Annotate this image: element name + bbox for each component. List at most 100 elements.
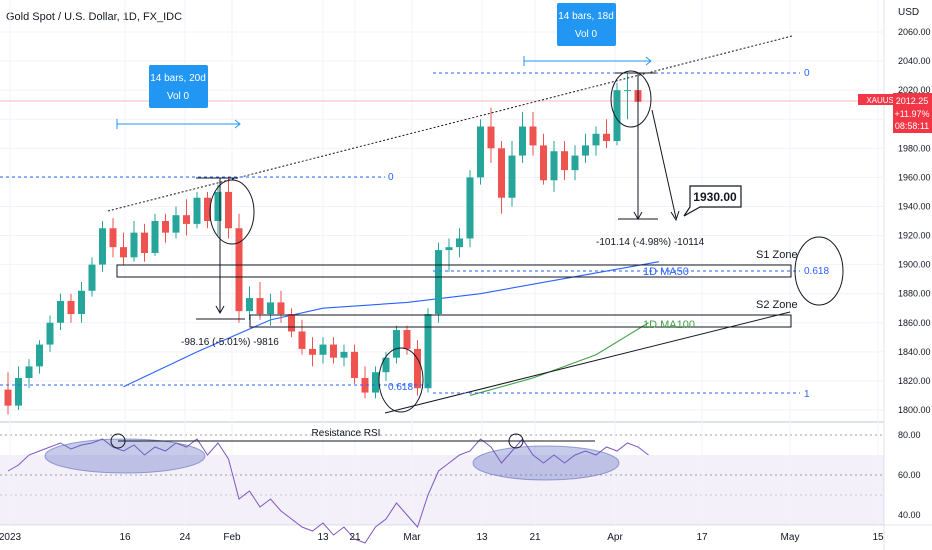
price-tick-label: 1880.00 [898, 289, 931, 299]
s2-zone-rect[interactable] [249, 314, 792, 328]
candles [4, 72, 642, 415]
candle[interactable] [141, 223, 148, 262]
candle-body [508, 155, 516, 198]
candle-body [36, 344, 43, 367]
candle[interactable] [613, 82, 621, 146]
target-circle[interactable] [794, 236, 844, 306]
candle[interactable] [193, 191, 201, 229]
candle[interactable] [477, 119, 484, 185]
candle[interactable] [540, 133, 547, 185]
candle[interactable] [571, 145, 579, 181]
candle[interactable] [435, 242, 442, 323]
bottom-circle[interactable] [378, 347, 424, 413]
rsi-tick-label: 40.00 [898, 510, 921, 520]
candle[interactable] [57, 293, 64, 331]
candle[interactable] [225, 177, 232, 239]
candle[interactable] [256, 282, 264, 320]
candle[interactable] [508, 141, 516, 207]
rsi-peak-circle-right[interactable] [508, 433, 524, 449]
candle[interactable] [550, 141, 558, 192]
candle[interactable] [445, 238, 453, 272]
candle[interactable] [120, 232, 127, 265]
projection-arrow-line[interactable] [651, 109, 677, 219]
candle[interactable] [319, 337, 327, 364]
candle[interactable] [498, 141, 505, 214]
peak-circle-left[interactable] [209, 179, 255, 245]
candle-body [309, 348, 316, 355]
candle[interactable] [330, 337, 337, 364]
candle[interactable] [340, 344, 348, 367]
ma100-line[interactable] [469, 322, 649, 396]
candle-body [456, 238, 463, 248]
rsi-highlight-left[interactable] [44, 438, 206, 474]
candle-body [225, 191, 232, 229]
candle[interactable] [151, 213, 159, 256]
rsi-tick-label: 60.00 [898, 470, 921, 480]
time-tick-label: 21 [349, 532, 361, 543]
candle[interactable] [88, 257, 96, 297]
candle[interactable] [267, 293, 274, 326]
price-axis[interactable]: 2060.002040.002020.002000.001980.001960.… [898, 27, 931, 415]
date-range-box-right[interactable] [557, 3, 616, 46]
candle[interactable] [519, 111, 526, 163]
candle[interactable] [4, 372, 12, 415]
price-pane[interactable] [0, 0, 884, 420]
rsi-tick-label: 80.00 [898, 430, 921, 440]
s1-zone-rect[interactable] [116, 264, 792, 278]
rsi-highlight-right[interactable] [472, 445, 620, 481]
candle[interactable] [214, 184, 222, 236]
candle[interactable] [309, 337, 316, 367]
candle[interactable] [172, 206, 180, 239]
candle[interactable] [582, 133, 589, 163]
candle[interactable] [36, 340, 43, 374]
candle[interactable] [15, 366, 22, 410]
candle[interactable] [466, 170, 474, 248]
candle[interactable] [372, 366, 379, 399]
rsi-peak-circle-left[interactable] [110, 433, 126, 449]
candle[interactable] [361, 366, 369, 399]
candle[interactable] [204, 191, 211, 229]
channel-lower-line[interactable] [384, 311, 791, 414]
price-tick-label: 1840.00 [898, 347, 931, 357]
candle[interactable] [99, 221, 106, 272]
candle[interactable] [624, 72, 631, 120]
candle[interactable] [351, 344, 358, 384]
candle[interactable] [235, 213, 243, 323]
candle[interactable] [403, 325, 411, 355]
candle[interactable] [130, 221, 138, 262]
candle[interactable] [393, 325, 400, 364]
time-axis[interactable]: 2023 16 24 Feb 13 21 Mar 13 21 Apr 17 May 15 [0, 532, 884, 543]
candle[interactable] [298, 319, 306, 355]
candle[interactable] [529, 111, 537, 156]
date-range-box-left[interactable] [149, 65, 208, 108]
candle[interactable] [162, 213, 169, 243]
candle[interactable] [277, 290, 285, 323]
candle[interactable] [456, 228, 463, 258]
candle[interactable] [246, 286, 253, 320]
peak-circle-right[interactable] [610, 70, 652, 128]
candle[interactable] [78, 282, 85, 323]
candle-body [67, 300, 75, 315]
candle[interactable] [67, 293, 75, 323]
candle[interactable] [46, 315, 54, 352]
candle[interactable] [592, 126, 600, 156]
candle[interactable] [561, 141, 568, 181]
candle[interactable] [603, 119, 610, 149]
rsi-axis[interactable]: 80.00 60.00 40.00 [898, 430, 921, 520]
target-callout-label: 1930.00 [693, 190, 737, 204]
candle-body [141, 232, 148, 253]
candle[interactable] [424, 308, 432, 393]
channel-upper-line[interactable] [107, 35, 793, 212]
candle-body [351, 351, 358, 379]
candle[interactable] [25, 359, 33, 389]
candle[interactable] [414, 340, 421, 396]
time-tick-label: Apr [607, 532, 623, 543]
candle[interactable] [183, 199, 190, 236]
candle[interactable] [487, 107, 495, 163]
candle[interactable] [109, 218, 117, 258]
ma50-line[interactable] [123, 261, 660, 388]
price-tick-label: 2020.00 [898, 85, 931, 95]
candle-body [99, 228, 106, 265]
target-callout[interactable] [683, 185, 742, 217]
candle[interactable] [288, 308, 295, 338]
